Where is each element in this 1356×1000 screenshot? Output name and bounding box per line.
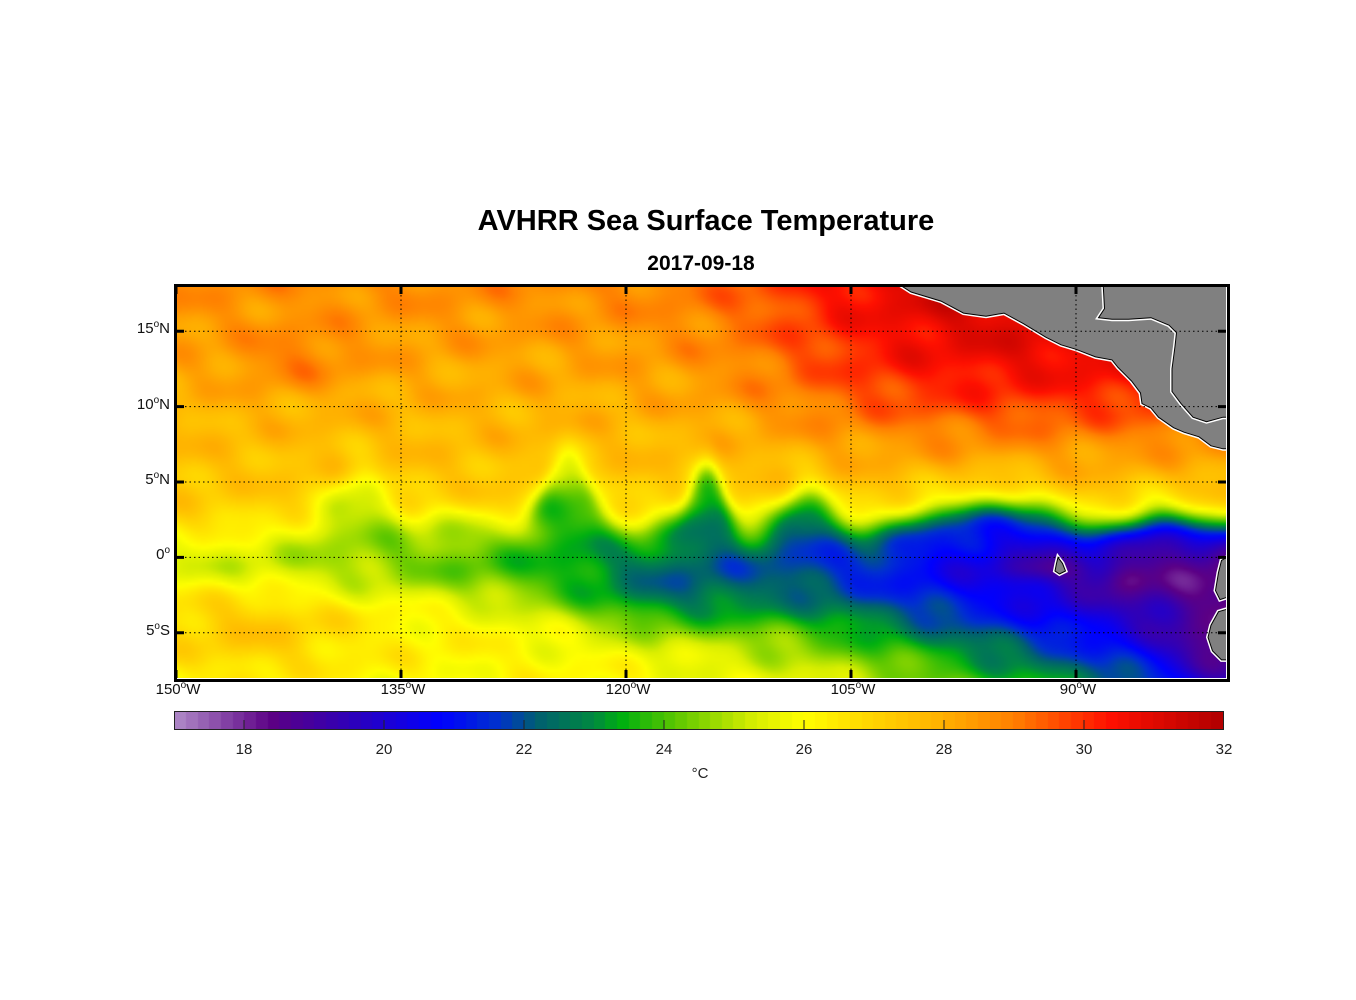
degree-symbol: o [855, 680, 862, 691]
tick-number: 120 [605, 681, 631, 698]
degree-symbol: o [153, 394, 160, 406]
map-date: 2017-09-18 [647, 252, 755, 275]
land-polygon [1097, 286, 1226, 423]
tick-number: 150 [155, 681, 181, 698]
tick-number: 0 [156, 546, 165, 564]
hemisphere: W [186, 681, 201, 698]
tick-number: 90 [1059, 681, 1077, 698]
tick-number: 5 [145, 471, 154, 488]
colorbar-tick-label: 18 [235, 741, 253, 758]
colorbar-tick-label: 28 [935, 741, 953, 758]
colorbar-ticks [243, 720, 1224, 730]
sst-field [176, 286, 1226, 678]
degree-symbol: o [1076, 680, 1083, 691]
degree-symbol: o [153, 470, 160, 481]
lat-tick-label: 5oS [110, 621, 170, 639]
hemisphere: W [1082, 681, 1097, 698]
hemisphere: N [159, 320, 170, 338]
tick-number: 15 [136, 320, 154, 338]
colorbar-tick-label: 32 [1215, 741, 1233, 758]
map-overlay [176, 286, 1226, 678]
lon-tick-label: 120oW [588, 680, 668, 698]
lon-tick-label: 90oW [1038, 680, 1118, 698]
sst-map [176, 286, 1226, 678]
colorbar-tick-label: 22 [515, 741, 533, 758]
land-polygon [1207, 608, 1226, 661]
degree-symbol: o [153, 319, 160, 331]
land-polygon [1214, 557, 1226, 601]
degree-symbol: o [405, 680, 412, 691]
land-polygon [900, 286, 1226, 450]
degree-symbol: o [164, 545, 170, 557]
tick-number: 105 [830, 681, 856, 698]
lon-tick-label: 150oW [138, 680, 218, 698]
hemisphere: N [159, 471, 170, 488]
lat-tick-label: 5oN [110, 470, 170, 488]
lon-tick-label: 105oW [813, 680, 893, 698]
lat-tick-label: 0o [110, 545, 170, 563]
hemisphere: N [159, 395, 170, 413]
land-polygon [1054, 556, 1067, 575]
hemisphere: S [159, 621, 170, 639]
lat-tick-label: 10oN [110, 395, 170, 413]
colorbar-tick-label: 30 [1075, 741, 1093, 758]
hemisphere: W [636, 681, 651, 698]
colorbar-unit: °C [691, 765, 709, 782]
hemisphere: W [411, 681, 426, 698]
tick-number: 135 [380, 681, 406, 698]
colorbar-tick-label: 20 [375, 741, 393, 758]
lon-tick-label: 135oW [363, 680, 443, 698]
hemisphere: W [861, 681, 876, 698]
degree-symbol: o [154, 620, 160, 632]
tick-number: 5 [146, 621, 155, 639]
tick-number: 10 [136, 395, 154, 413]
colorbar-tick-label: 26 [795, 741, 813, 758]
colorbar-tick-label: 24 [655, 741, 673, 758]
degree-symbol: o [630, 680, 637, 691]
map-title: AVHRR Sea Surface Temperature [477, 205, 935, 237]
lat-tick-label: 15oN [110, 319, 170, 337]
degree-symbol: o [180, 680, 187, 691]
